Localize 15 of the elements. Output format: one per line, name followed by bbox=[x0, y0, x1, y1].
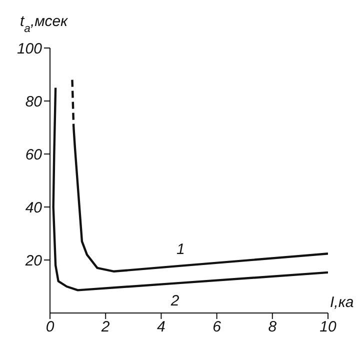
x-tick-label: 10 bbox=[320, 318, 337, 336]
series-label: 1 bbox=[176, 240, 185, 258]
y-tick-label: 80 bbox=[25, 93, 43, 110]
series-label: 2 bbox=[170, 292, 180, 310]
y-tick-label: 60 bbox=[25, 146, 43, 164]
x-tick-label: 8 bbox=[268, 318, 278, 336]
y-tick-label: 40 bbox=[25, 199, 43, 216]
x-tick-label: 2 bbox=[100, 318, 110, 336]
y-tick-label: 20 bbox=[24, 252, 43, 270]
x-tick-label: 0 bbox=[46, 318, 55, 336]
y-axis-title: t$_{a}$,мсек bbox=[20, 13, 69, 35]
x-tick-label: 4 bbox=[157, 318, 166, 336]
x-axis-title: I,ка bbox=[330, 294, 354, 311]
y-tick-label: 100 bbox=[16, 40, 43, 58]
x-tick-label: 6 bbox=[212, 318, 222, 336]
